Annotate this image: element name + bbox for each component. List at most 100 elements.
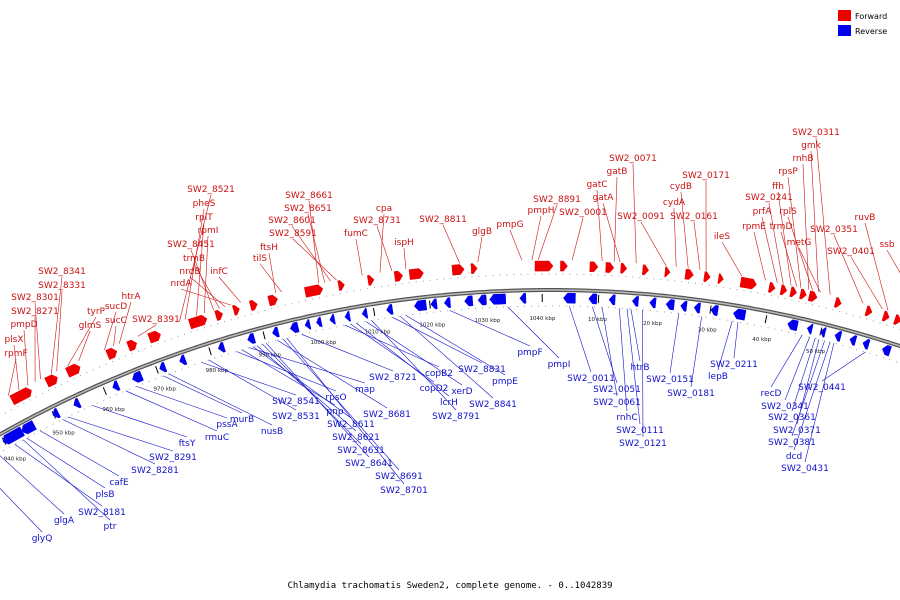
tick-label: 1010 kbp	[365, 330, 391, 336]
reverse-gene-arrow	[477, 294, 487, 306]
gene-label: rpsO	[325, 393, 346, 403]
gene-label: SW2_0171	[682, 171, 730, 181]
forward-gene-arrow	[105, 347, 118, 360]
gene-label: pssA	[216, 420, 238, 430]
leader-line	[793, 342, 831, 451]
reverse-gene-arrow	[862, 339, 871, 350]
gene-label: ispH	[394, 238, 414, 248]
forward-gene-arrow	[779, 284, 788, 296]
leader-line	[193, 263, 220, 309]
leader-line	[201, 362, 297, 396]
leader-line	[286, 337, 405, 485]
gene-label: copD2	[420, 384, 449, 394]
gene-label: SW2_8841	[469, 400, 517, 410]
reverse-gene-arrow	[608, 294, 616, 306]
leader-line	[301, 334, 394, 372]
leader-line	[632, 163, 637, 264]
leader-line	[602, 202, 621, 263]
leader-line	[365, 321, 463, 386]
gene-label: pmpI	[548, 360, 571, 370]
gene-label: SW2_8701	[380, 486, 428, 496]
leader-line	[277, 339, 388, 409]
leader-line	[690, 316, 702, 388]
reverse-gene-arrow	[563, 292, 576, 304]
reverse-gene-arrow	[631, 296, 639, 307]
leader-line	[13, 344, 20, 390]
reverse-gene-arrow	[2, 426, 25, 445]
tick-label: 10 kbp	[588, 317, 607, 323]
gene-label: SW2_8541	[272, 397, 320, 407]
gene-label: SW2_8611	[327, 420, 375, 430]
leader-line	[22, 439, 111, 521]
leader-line	[640, 221, 667, 267]
leader-line	[180, 288, 232, 306]
forward-gene-arrow	[864, 305, 873, 317]
reverse-gene-arrow	[247, 332, 257, 344]
reverse-gene-arrow	[464, 295, 474, 307]
gene-label: recD	[761, 389, 782, 399]
gene-label: ftsH	[260, 243, 278, 253]
gene-label: SW2_8681	[363, 410, 411, 420]
forward-gene-arrow	[126, 339, 138, 352]
leader-line	[442, 224, 461, 264]
leader-line	[249, 347, 366, 384]
gene-label: SW2_0361	[768, 413, 816, 423]
reverse-gene-arrow	[834, 331, 843, 342]
gene-label: xerD	[451, 387, 472, 397]
leader-line	[537, 204, 558, 261]
gene-label: plsB	[95, 490, 114, 500]
genome-caption: Chlamydia trachomatis Sweden2, complete …	[287, 581, 612, 591]
reverse-gene-arrow	[430, 298, 438, 310]
gene-label: SW2_0061	[593, 398, 641, 408]
tick-label: 1020 kbp	[419, 322, 445, 328]
tick-label: 20 kbp	[643, 321, 662, 327]
reverse-guide-line	[0, 305, 900, 454]
reverse-gene-arrow	[132, 370, 144, 383]
forward-gene-arrow	[768, 282, 776, 293]
leader-line	[768, 202, 784, 284]
gene-label: tyrP	[87, 307, 106, 317]
gene-label: SW2_8811	[419, 215, 467, 225]
gene-label: rplS	[779, 207, 797, 217]
forward-gene-arrow	[451, 264, 465, 276]
gene-label: glgB	[472, 227, 492, 237]
gene-label: ileS	[714, 232, 731, 242]
gene-label: SW2_0211	[710, 360, 758, 370]
leader-line	[0, 455, 65, 515]
gene-label: rnhC	[616, 413, 637, 423]
reverse-gene-arrow	[289, 321, 300, 333]
reverse-gene-arrow	[588, 293, 598, 305]
forward-gene-arrow	[881, 310, 890, 322]
gene-label: glmS	[79, 321, 102, 331]
leader-line	[850, 256, 883, 310]
gene-label: cpa	[376, 204, 392, 214]
gene-label: pmpD	[10, 320, 37, 330]
leader-line	[241, 349, 336, 406]
gene-label: SW2_8521	[187, 185, 235, 195]
reverse-gene-arrow	[443, 297, 451, 308]
gene-label: pnp	[326, 407, 343, 417]
gene-label: htrB	[630, 363, 649, 373]
leader-line	[449, 310, 531, 347]
tick-label: 1040 kbp	[529, 316, 555, 322]
forward-gene-arrow	[664, 266, 671, 278]
leader-line	[265, 342, 370, 458]
forward-gene-arrow	[214, 309, 224, 321]
leader-line	[673, 207, 677, 267]
gene-label: rpmI	[198, 226, 219, 236]
gene-label: rpmF	[4, 349, 27, 359]
gene-label: cydB	[670, 182, 692, 192]
leader-line	[252, 346, 352, 419]
leader-line	[51, 276, 63, 374]
reverse-gene-arrow	[693, 302, 701, 314]
leader-line	[680, 191, 689, 269]
gene-label: cafE	[109, 478, 129, 488]
leader-line	[355, 238, 363, 276]
gene-label: glgA	[54, 516, 75, 526]
leader-line	[509, 229, 523, 261]
gene-label: nrdB	[179, 267, 200, 277]
gene-label: ptr	[104, 522, 117, 532]
leader-line	[113, 325, 117, 347]
leader-line	[307, 213, 325, 283]
